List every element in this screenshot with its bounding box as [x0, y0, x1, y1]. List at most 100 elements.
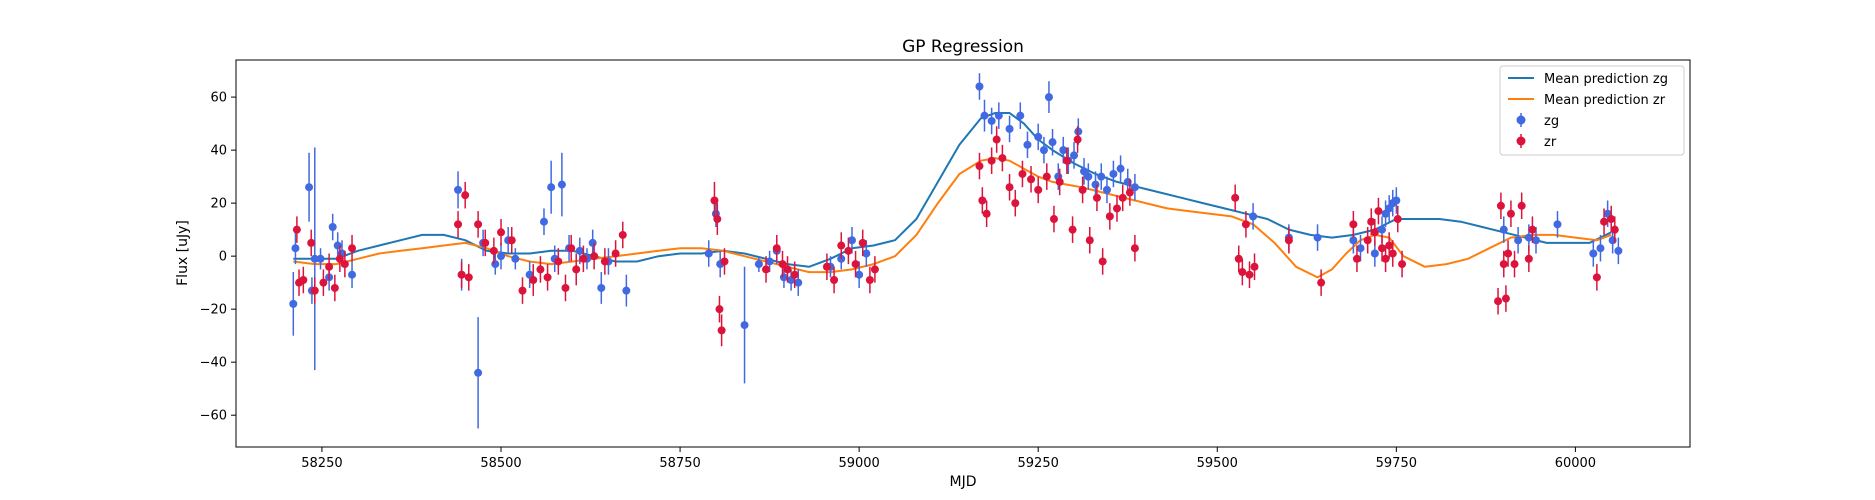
zr-marker: [1510, 260, 1519, 269]
zg-marker: [1356, 244, 1365, 253]
zr-marker: [536, 265, 545, 274]
zr-marker: [1062, 156, 1071, 165]
legend-label-zg: zg: [1544, 114, 1559, 129]
zr-data-point: [1317, 269, 1326, 296]
x-tick-label: 60000: [1555, 456, 1596, 471]
zr-data-point: [1381, 245, 1390, 273]
zr-marker: [1245, 270, 1254, 279]
y-tick-label: 20: [210, 197, 227, 212]
zr-marker: [1250, 262, 1259, 271]
zr-data-point: [1098, 248, 1107, 275]
zr-data-point: [720, 248, 729, 275]
zr-data-point: [1352, 245, 1361, 273]
zg-data-point: [622, 274, 631, 307]
zr-marker: [998, 154, 1007, 163]
zg-marker: [539, 217, 548, 226]
zr-marker: [611, 249, 620, 258]
zg-marker: [740, 321, 749, 330]
zr-data-point: [1092, 184, 1101, 212]
zr-data-point: [481, 229, 490, 257]
zr-marker: [1027, 175, 1036, 184]
zg-data-point: [1084, 163, 1093, 190]
zr-data-point: [543, 264, 552, 291]
zg-data-point: [1102, 176, 1111, 204]
zg-marker: [1080, 167, 1089, 176]
zg-data-point: [310, 147, 319, 371]
zr-marker: [489, 246, 498, 255]
zr-marker: [1085, 236, 1094, 245]
zr-data-point: [340, 250, 349, 278]
zg-data-point: [539, 208, 548, 235]
zr-marker: [1092, 193, 1101, 202]
zr-marker: [507, 236, 516, 245]
zr-marker: [713, 215, 722, 224]
zg-marker: [575, 246, 584, 255]
zr-marker: [1011, 199, 1020, 208]
axes-frame: [235, 59, 1691, 448]
zr-data-point: [518, 277, 527, 304]
zg-marker: [1614, 246, 1623, 255]
zr-marker: [1398, 260, 1407, 269]
zg-data-point: [754, 256, 763, 273]
zg-marker: [779, 273, 788, 282]
zr-marker: [1078, 185, 1087, 194]
zr-data-point: [822, 253, 831, 281]
zg-marker: [491, 260, 500, 269]
zr-data-point: [1528, 216, 1537, 243]
zg-marker: [1109, 169, 1118, 178]
zr-data-point: [1524, 245, 1533, 273]
zr-data-point: [710, 181, 719, 220]
zg-marker: [1070, 151, 1079, 160]
zg-marker: [1524, 233, 1533, 242]
zg-data-point: [980, 99, 989, 132]
zg-marker: [1016, 111, 1025, 120]
zg-marker: [305, 183, 314, 192]
zr-data-point: [1517, 192, 1526, 220]
zg-marker: [987, 116, 996, 125]
zg-data-point: [348, 261, 357, 288]
zg-data-point: [474, 317, 483, 429]
y-tick-label: 0: [219, 250, 227, 265]
zr-marker: [1524, 254, 1533, 263]
x-tick-label: 58750: [659, 456, 700, 471]
zr-marker: [851, 260, 860, 269]
zr-data-point: [299, 266, 308, 294]
zr-data-point: [1363, 226, 1372, 254]
zr-data-point: [292, 216, 301, 243]
zr-data-point: [474, 211, 483, 238]
zg-data-point: [975, 73, 984, 100]
chart-title: GP Regression: [902, 37, 1024, 57]
zr-data-point: [982, 200, 991, 227]
zr-marker: [992, 135, 1001, 144]
zg-marker: [1102, 185, 1111, 194]
zg-data-point: [316, 248, 325, 270]
zg-marker: [1091, 180, 1100, 189]
zr-marker: [1241, 220, 1250, 229]
zr-data-point: [1049, 205, 1058, 233]
zg-data-point: [511, 248, 520, 270]
zr-data-point: [1610, 216, 1619, 243]
zr-marker: [1501, 294, 1510, 303]
zg-data-point: [291, 232, 300, 265]
zr-data-point: [837, 232, 846, 259]
zr-marker: [1018, 169, 1027, 178]
zr-marker: [1506, 209, 1515, 218]
zr-marker: [778, 260, 787, 269]
zg-data-point: [1514, 226, 1523, 254]
zr-data-point: [1398, 250, 1407, 278]
zr-data-point: [715, 295, 724, 323]
zr-marker: [715, 305, 724, 314]
zr-marker: [292, 225, 301, 234]
zr-marker: [790, 270, 799, 279]
x-tick-label: 58250: [301, 456, 342, 471]
zr-data-point: [1592, 264, 1601, 291]
zr-data-point: [1073, 126, 1082, 153]
zr-data-point: [335, 245, 344, 273]
zg-data-point: [1005, 115, 1014, 143]
zr-marker: [299, 276, 308, 285]
zr-data-point: [567, 234, 576, 262]
zr-marker: [865, 276, 874, 285]
zr-data-point: [1499, 250, 1508, 278]
zr-data-point: [554, 248, 563, 275]
y-tick-label: −20: [200, 303, 227, 318]
